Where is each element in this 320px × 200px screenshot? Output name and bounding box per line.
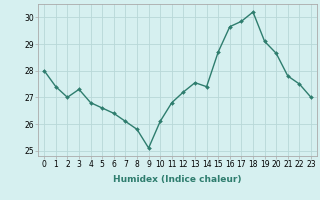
X-axis label: Humidex (Indice chaleur): Humidex (Indice chaleur) <box>113 175 242 184</box>
